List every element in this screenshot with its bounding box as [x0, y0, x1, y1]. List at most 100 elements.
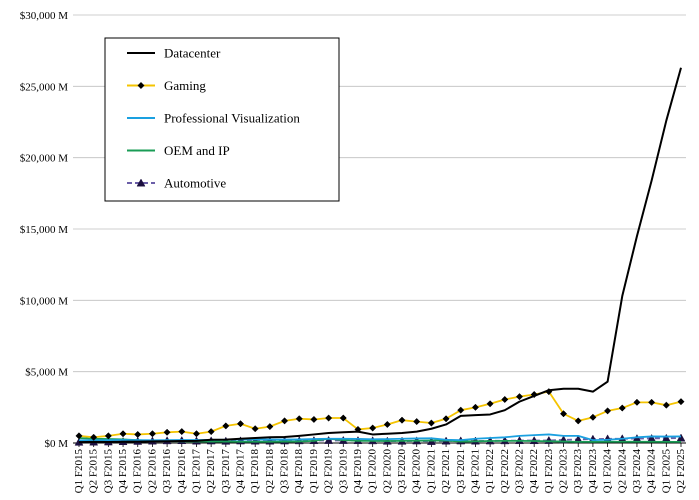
series-professional-visualization: [78, 433, 682, 442]
data-point: [325, 414, 333, 422]
x-tick-label: Q1 F2018: [249, 449, 261, 494]
x-tick-label: Q2 F2020: [381, 449, 393, 494]
data-point: [222, 422, 230, 430]
x-tick-label: Q2 F2024: [616, 449, 628, 494]
series-line: [78, 390, 682, 439]
x-tick-label: Q3 F2019: [337, 449, 349, 494]
y-tick-label: $25,000 M: [20, 81, 69, 93]
data-point: [604, 407, 612, 415]
x-tick-label: Q1 F2015: [73, 449, 85, 494]
x-tick-label: Q3 F2022: [513, 449, 525, 493]
x-tick-label: Q4 F2017: [235, 449, 247, 494]
data-point: [134, 430, 142, 438]
data-point: [618, 404, 626, 412]
data-point: [104, 432, 112, 440]
x-tick-label: Q4 F2021: [469, 449, 481, 493]
data-point: [457, 406, 465, 414]
data-point: [75, 432, 83, 440]
x-tick-label: Q4 F2015: [117, 449, 129, 494]
data-point: [515, 393, 524, 401]
x-tick-label: Q2 F2023: [558, 449, 570, 494]
data-point: [90, 433, 98, 441]
legend-label: Professional Visualization: [164, 111, 300, 126]
data-point: [310, 415, 318, 424]
data-point: [677, 398, 685, 406]
data-point: [471, 403, 479, 411]
y-tick-label: $30,000 M: [20, 10, 69, 22]
x-tick-label: Q4 F2019: [352, 449, 364, 494]
x-tick-label: Q3 F2024: [631, 449, 643, 494]
x-tick-label: Q3 F2020: [396, 449, 408, 494]
y-tick-label: $0 M: [44, 438, 68, 450]
data-point: [163, 428, 171, 436]
x-tick-label: Q1 F2017: [190, 449, 202, 494]
data-point: [530, 390, 538, 399]
data-point: [178, 428, 186, 436]
x-tick-label: Q4 F2023: [587, 449, 599, 494]
x-tick-label: Q3 F2016: [161, 449, 173, 494]
series-datacenter: [78, 67, 682, 444]
y-tick-label: $15,000 M: [20, 224, 69, 236]
data-point: [589, 413, 597, 421]
series-gaming: [75, 388, 685, 441]
legend: Datacenter Gaming Professional Visualizati…: [104, 37, 340, 202]
x-tick-label: Q1 F2020: [367, 449, 379, 494]
legend-box: [104, 37, 340, 202]
x-tick-label: Q2 F2017: [205, 449, 217, 494]
x-tick-label: Q1 F2016: [132, 449, 144, 494]
data-point: [442, 415, 450, 423]
x-tick-label: Q1 F2019: [308, 449, 320, 494]
x-tick-label: Q1 F2023: [543, 449, 555, 494]
legend-item: OEM and IP: [127, 143, 230, 158]
x-tick-label: Q1 F2021: [425, 449, 437, 493]
legend-label: Datacenter: [164, 46, 221, 61]
x-tick-label: Q3 F2021: [455, 449, 467, 493]
legend-marker: [137, 81, 145, 90]
x-tick-label: Q1 F2022: [484, 449, 496, 493]
data-point: [662, 401, 670, 409]
x-tick-label: Q2 F2019: [323, 449, 335, 494]
legend-label: Gaming: [164, 78, 206, 93]
series-lines: [74, 67, 686, 446]
x-tick-label: Q2 F2018: [264, 449, 276, 494]
x-tick-label: Q4 F2018: [293, 449, 305, 494]
data-point: [148, 430, 156, 438]
legend-label: Automotive: [164, 176, 226, 191]
legend-label: OEM and IP: [164, 143, 230, 158]
x-tick-label: Q3 F2015: [102, 449, 114, 494]
legend-item: Professional Visualization: [127, 111, 300, 126]
x-tick-label: Q1 F2025: [660, 449, 672, 494]
data-point: [574, 417, 582, 425]
data-point: [413, 418, 421, 426]
legend-item: Automotive: [127, 176, 226, 191]
data-point: [501, 395, 509, 404]
x-tick-label: Q4 F2020: [411, 449, 423, 494]
data-point: [251, 425, 259, 433]
data-point: [486, 400, 494, 408]
data-point: [236, 420, 245, 428]
y-tick-label: $20,000 M: [20, 153, 69, 165]
data-point: [119, 430, 127, 438]
data-point: [324, 435, 334, 444]
data-point: [383, 420, 391, 429]
legend-marker: [136, 178, 146, 187]
data-point: [559, 410, 568, 418]
x-tick-label: Q4 F2016: [176, 449, 188, 494]
x-tick-label: Q2 F2016: [146, 449, 158, 494]
x-tick-label: Q2 F2021: [440, 449, 452, 493]
data-point: [339, 414, 347, 422]
data-point: [266, 423, 274, 431]
x-tick-label: Q1 F2024: [602, 449, 614, 494]
x-tick-label: Q2 F2025: [675, 449, 687, 494]
data-point: [633, 398, 641, 406]
x-tick-label: Q3 F2018: [279, 449, 291, 494]
legend-item: Datacenter: [127, 46, 221, 61]
data-point: [281, 417, 289, 425]
data-point: [207, 428, 215, 436]
series-line: [78, 433, 682, 442]
legend-item: Gaming: [127, 78, 206, 93]
series-line: [78, 67, 682, 444]
x-tick-label: Q4 F2022: [528, 449, 540, 493]
data-point: [676, 433, 686, 442]
